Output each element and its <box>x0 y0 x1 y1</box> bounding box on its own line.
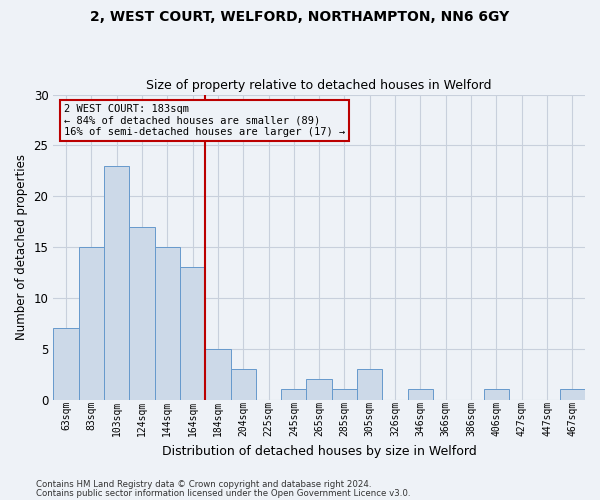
Title: Size of property relative to detached houses in Welford: Size of property relative to detached ho… <box>146 79 492 92</box>
Bar <box>79 247 104 400</box>
Text: 2 WEST COURT: 183sqm
← 84% of detached houses are smaller (89)
16% of semi-detac: 2 WEST COURT: 183sqm ← 84% of detached h… <box>64 104 345 137</box>
Bar <box>484 390 509 400</box>
Bar <box>307 379 332 400</box>
Bar <box>53 328 79 400</box>
Bar <box>560 390 585 400</box>
Text: Contains HM Land Registry data © Crown copyright and database right 2024.: Contains HM Land Registry data © Crown c… <box>36 480 371 489</box>
Bar <box>408 390 433 400</box>
Bar <box>357 369 382 400</box>
X-axis label: Distribution of detached houses by size in Welford: Distribution of detached houses by size … <box>162 444 476 458</box>
Bar <box>180 268 205 400</box>
Bar <box>205 348 230 400</box>
Bar <box>129 226 155 400</box>
Bar <box>104 166 129 400</box>
Bar <box>281 390 307 400</box>
Text: 2, WEST COURT, WELFORD, NORTHAMPTON, NN6 6GY: 2, WEST COURT, WELFORD, NORTHAMPTON, NN6… <box>91 10 509 24</box>
Bar <box>155 247 180 400</box>
Bar <box>332 390 357 400</box>
Bar <box>230 369 256 400</box>
Y-axis label: Number of detached properties: Number of detached properties <box>15 154 28 340</box>
Text: Contains public sector information licensed under the Open Government Licence v3: Contains public sector information licen… <box>36 488 410 498</box>
